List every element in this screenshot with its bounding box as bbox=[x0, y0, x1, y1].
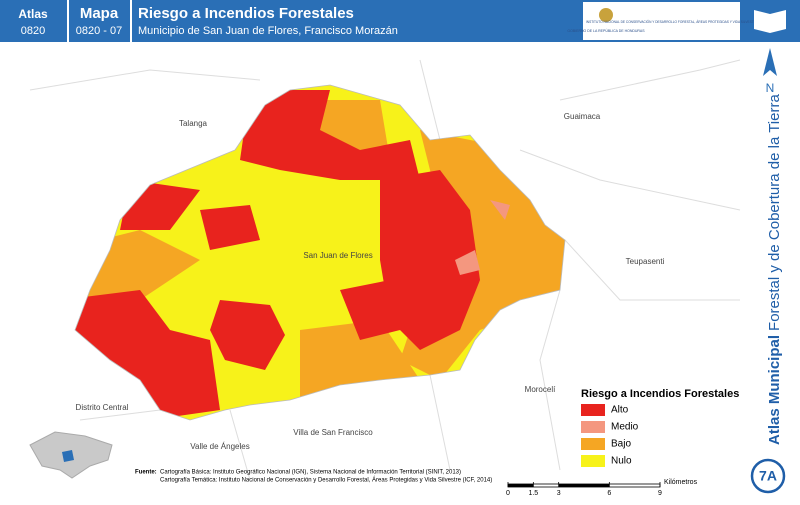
municipality-boundary bbox=[74, 84, 566, 421]
legend-label: Medio bbox=[611, 422, 639, 433]
place-label: Talanga bbox=[179, 119, 208, 128]
sheet-badge bbox=[750, 458, 786, 494]
side-title: Atlas Municipal Forestal y de Cobertura d… bbox=[766, 94, 783, 445]
sheet-label: 7A bbox=[759, 468, 777, 484]
scale-label: 9 bbox=[658, 490, 662, 497]
scale-unit: Kilómetros bbox=[664, 479, 698, 486]
source-line: Cartografía Básica: Instituto Geográfico… bbox=[160, 470, 461, 476]
legend-title: Riesgo a Incendios Forestales bbox=[581, 388, 739, 400]
neighbor-boundaries bbox=[29, 59, 741, 481]
legend-label: Bajo bbox=[611, 439, 631, 450]
place-label: Guaimaca bbox=[564, 112, 601, 121]
title: Riesgo a Incendios Forestales bbox=[138, 5, 354, 22]
scale-label: 6 bbox=[607, 490, 611, 497]
scale-label: 1.5 bbox=[528, 490, 538, 497]
legend-label: Alto bbox=[611, 405, 629, 416]
source-line: Cartografía Temática: Instituto Nacional… bbox=[160, 477, 492, 484]
side-title-bold: Atlas Municipal bbox=[766, 335, 783, 445]
map-label: Mapa bbox=[80, 5, 119, 22]
scale-segment bbox=[558, 484, 610, 487]
legend-swatch bbox=[581, 421, 605, 433]
atlas-label: Atlas bbox=[18, 7, 48, 21]
legend-swatch bbox=[581, 438, 605, 450]
north-arrow bbox=[763, 48, 777, 76]
subtitle: Municipio de San Juan de Flores, Francis… bbox=[138, 25, 398, 37]
divider bbox=[67, 0, 69, 42]
legend-swatch bbox=[581, 404, 605, 416]
scale-label: 0 bbox=[506, 490, 510, 497]
place-label: Teupasenti bbox=[626, 257, 665, 266]
place-label: Morocelí bbox=[525, 385, 556, 394]
scale-segment bbox=[508, 484, 534, 487]
side-title-rest: Forestal y de Cobertura de la Tierra bbox=[766, 94, 783, 331]
place-label: Villa de San Francisco bbox=[293, 428, 373, 437]
map-code: 0820 - 07 bbox=[76, 25, 122, 37]
scale-label: 3 bbox=[557, 490, 561, 497]
legend-label: Nulo bbox=[611, 456, 632, 467]
source-label: Fuente: bbox=[135, 470, 157, 476]
logo-emblem bbox=[599, 8, 613, 22]
legend-swatch bbox=[581, 455, 605, 467]
logo-left-text: GOBIERNO DE LA REPÚBLICA DE HONDURAS bbox=[567, 29, 645, 33]
logo-right-text: INSTITUTO NACIONAL DE CONSERVACIÓN Y DES… bbox=[586, 19, 758, 24]
divider bbox=[130, 0, 132, 42]
inset-highlight bbox=[62, 450, 74, 462]
place-label: San Juan de Flores bbox=[303, 251, 372, 260]
north-label: N bbox=[766, 81, 775, 95]
atlas-code: 0820 bbox=[21, 25, 45, 37]
book-icon bbox=[754, 10, 786, 33]
place-label: Distrito Central bbox=[76, 403, 129, 412]
place-label: Valle de Ángeles bbox=[190, 442, 249, 451]
